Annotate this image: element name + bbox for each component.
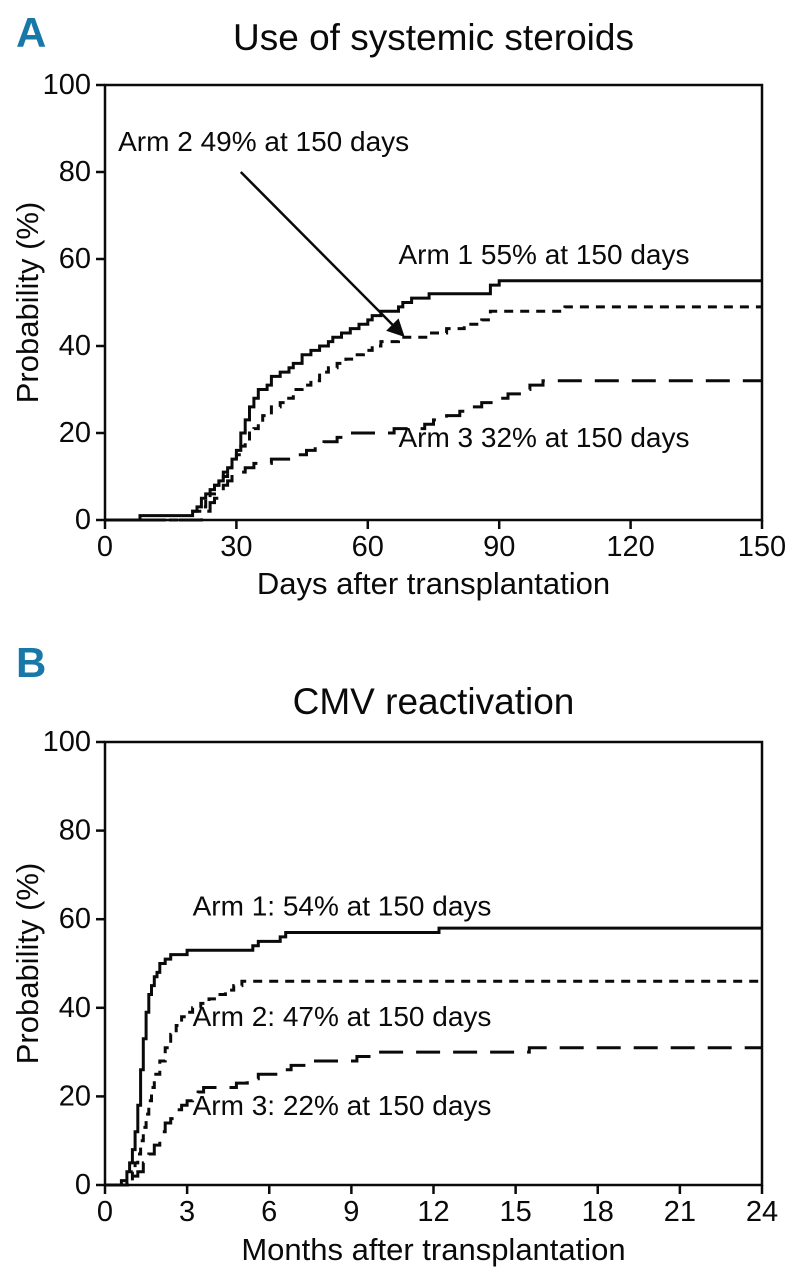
y-tick-label: 20 [59,1080,91,1112]
x-tick-label: 90 [483,531,515,563]
panel-b-plot: 0 3 6 9 12 15 18 21 24 0 20 40 60 80 100 Months after t… [0,620,792,1280]
chart-canvas-b: 0 3 6 9 12 15 18 21 24 0 20 40 60 80 100 Months after t… [10,726,778,1267]
annotation-arm-1: Arm 1: 54% at 150 days [193,890,492,921]
y-tick-label: 40 [59,330,91,362]
x-tick-label: 18 [582,1196,614,1228]
x-tick-label: 30 [220,531,252,563]
x-tick-label: 9 [343,1196,359,1228]
panel-b: B CMV reactivation 0 3 6 9 12 15 18 21 24 0 20 40 60… [0,620,792,1280]
annotation-arrow [239,171,405,337]
y-tick-label: 80 [59,815,91,847]
x-axis-label: Months after transplantation [241,1232,625,1267]
series-curve-arm-3 [105,379,762,522]
x-tick-label: 0 [97,531,113,563]
x-tick-label: 60 [352,531,384,563]
x-tick-label: 0 [97,1196,113,1228]
x-tick-label: 21 [664,1196,696,1228]
annotation-arm-3: Arm 3 32% at 150 days [398,422,689,453]
y-tick-label: 40 [59,992,91,1024]
chart-canvas-a: 0 30 60 90 120 150 0 20 40 60 80 100 Days after tran… [10,69,786,601]
series-curve-arm-1 [105,926,762,1187]
y-tick-label: 60 [59,903,91,935]
x-tick-label: 6 [261,1196,277,1228]
annotation-arm-3: Arm 3: 22% at 150 days [193,1090,492,1121]
y-tick-label: 80 [59,156,91,188]
series-curve-arm-1 [105,279,762,522]
y-tick-label: 0 [75,504,91,536]
x-tick-label: 24 [746,1196,778,1228]
series-curve-arm-2 [105,305,762,522]
y-tick-label: 20 [59,417,91,449]
annotation-arm-1: Arm 1 55% at 150 days [398,239,689,270]
panel-b-letter: B [16,639,47,686]
y-tick-label: 100 [43,726,91,758]
x-tick-label: 120 [606,531,654,563]
panel-a-letter: A [16,9,47,56]
y-tick-label: 0 [75,1169,91,1201]
series-curve-arm-2 [105,979,762,1187]
y-tick-label: 60 [59,243,91,275]
x-tick-label: 12 [417,1196,449,1228]
annotation-arm-2: Arm 2 49% at 150 days [118,126,409,157]
x-tick-label: 150 [738,531,786,563]
plot-frame [103,740,764,1187]
panel-a-plot: 0 30 60 90 120 150 0 20 40 60 80 100 Days after tran… [0,0,792,620]
panel-a-title: Use of systemic steroids [233,17,634,58]
x-axis-label: Days after transplantation [257,566,610,601]
x-tick-label: 3 [179,1196,195,1228]
y-axis-label: Probability (%) [10,202,45,404]
annotation-arm-2: Arm 2: 47% at 150 days [193,1001,492,1032]
panel-b-title: CMV reactivation [292,681,575,722]
panel-a: A Use of systemic steroids 0 30 60 90 120 150… [0,0,792,620]
plot-frame [103,83,764,522]
y-tick-label: 100 [43,69,91,101]
y-axis-label: Probability (%) [10,863,45,1065]
x-tick-label: 15 [499,1196,531,1228]
